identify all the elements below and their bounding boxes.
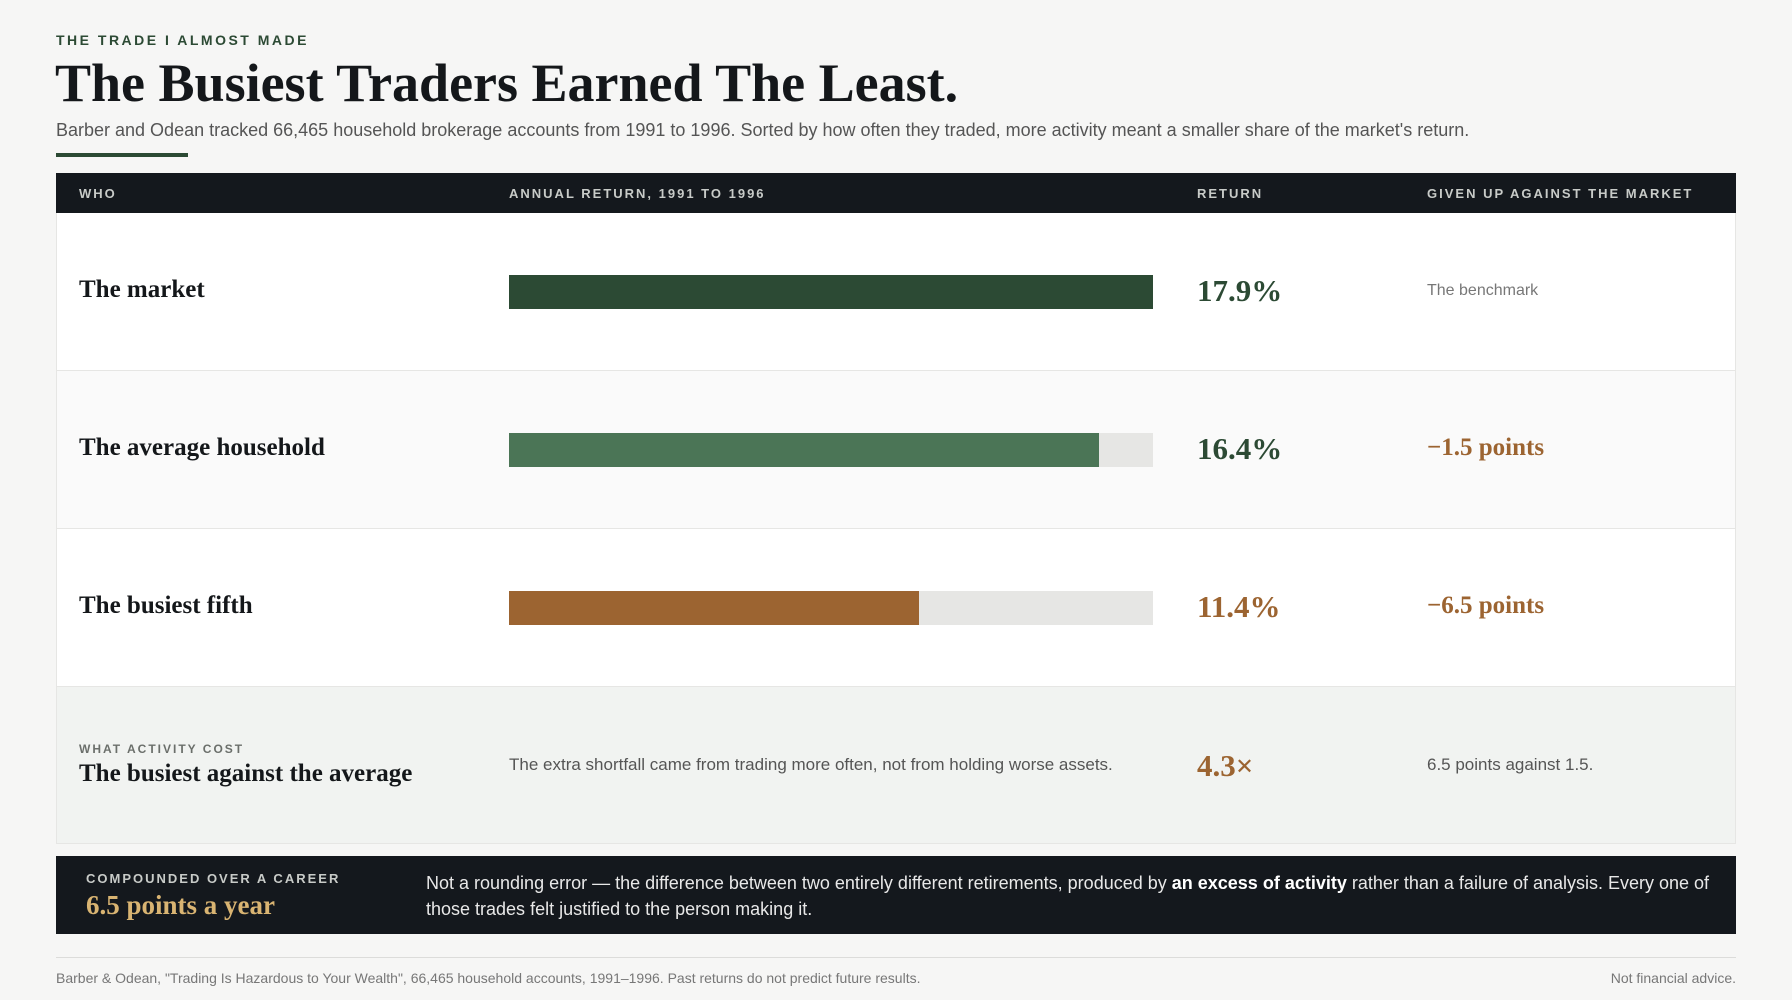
column-header: GIVEN UP AGAINST THE MARKET: [1427, 186, 1694, 201]
category-label: The average household: [79, 434, 325, 461]
summary-row: [56, 686, 1736, 844]
value-label: 16.4%: [1197, 431, 1283, 466]
callout-title: 6.5 points a year: [86, 890, 275, 920]
callout-text: Not a rounding error — the difference be…: [426, 870, 1716, 922]
category-label: The market: [79, 276, 205, 303]
table-header: [56, 173, 1736, 213]
summary-value: 4.3×: [1197, 748, 1254, 783]
given-up: −1.5 points: [1427, 434, 1545, 461]
callout-kicker: COMPOUNDED OVER A CAREER: [86, 871, 341, 886]
bar: [509, 275, 1153, 309]
kicker: THE TRADE I ALMOST MADE: [56, 32, 309, 48]
summary-label: The busiest against the average: [79, 760, 413, 787]
given-up: The benchmark: [1427, 282, 1539, 299]
bar: [509, 591, 920, 625]
subtitle: Barber and Odean tracked 66,465 househol…: [56, 120, 1470, 140]
column-header: WHO: [79, 186, 117, 201]
value-label: 17.9%: [1197, 273, 1283, 308]
value-label: 11.4%: [1197, 589, 1281, 624]
column-header: ANNUAL RETURN, 1991 TO 1996: [509, 186, 766, 201]
category-label: The busiest fifth: [79, 592, 253, 619]
bar: [509, 433, 1100, 467]
footer-source: Barber & Odean, "Trading Is Hazardous to…: [56, 970, 921, 986]
callout-text-part: Not a rounding error — the difference be…: [426, 873, 1172, 893]
accent-rule: [56, 153, 188, 157]
callout-emphasis: an excess of activity: [1171, 873, 1347, 893]
title: The Busiest Traders Earned The Least.: [55, 53, 959, 113]
column-header: RETURN: [1197, 186, 1264, 201]
summary-given-up: 6.5 points against 1.5.: [1427, 755, 1594, 774]
summary-kicker: WHAT ACTIVITY COST: [79, 742, 245, 756]
summary-note: The extra shortfall came from trading mo…: [509, 755, 1113, 774]
callout: [56, 856, 1736, 934]
footer-rule: [56, 957, 1736, 958]
callout-text-part: rather than a failure of analysis. Every…: [426, 873, 1710, 919]
footer-disclaimer: Not financial advice.: [1610, 970, 1736, 986]
given-up: −6.5 points: [1427, 592, 1545, 619]
